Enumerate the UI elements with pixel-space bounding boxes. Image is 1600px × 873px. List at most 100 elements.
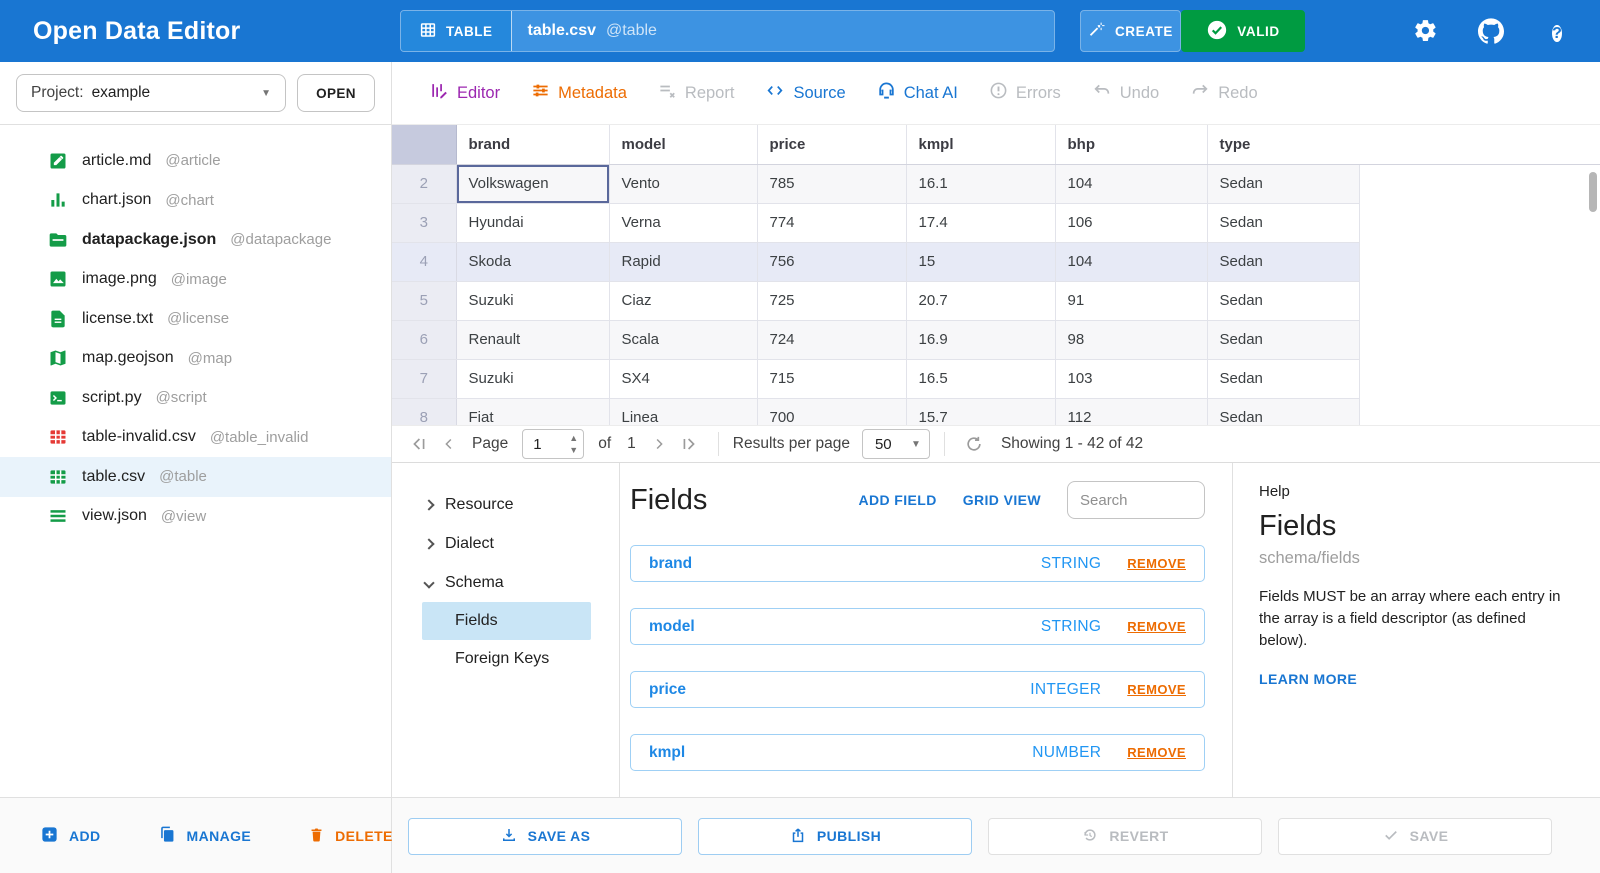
page-input-wrap: ▲▼: [522, 429, 585, 459]
remove-field-button[interactable]: REMOVE: [1127, 619, 1186, 634]
remove-field-button[interactable]: REMOVE: [1127, 556, 1186, 571]
fields-search-input[interactable]: [1067, 481, 1205, 519]
per-page-select[interactable]: 50 ▼: [861, 429, 930, 459]
tab-editor[interactable]: Editor: [430, 81, 500, 105]
table-grid-icon: [419, 21, 437, 42]
metadata-panels: Resource Dialect Schema Fields Foreign K…: [392, 463, 1600, 797]
help-body: Fields MUST be an array where each entry…: [1259, 588, 1561, 649]
learn-more-link[interactable]: LEARN MORE: [1259, 671, 1358, 688]
history-icon: [1081, 826, 1099, 847]
file-item-view[interactable]: view.json @view: [0, 497, 391, 537]
vertical-scrollbar[interactable]: [1589, 172, 1597, 212]
table-type-button[interactable]: TABLE: [401, 11, 512, 51]
selected-cell[interactable]: Volkswagen: [456, 164, 610, 204]
remove-field-button[interactable]: REMOVE: [1127, 745, 1186, 760]
open-project-button[interactable]: OPEN: [297, 74, 375, 112]
download-icon: [500, 826, 518, 847]
redo-icon: [1190, 81, 1210, 105]
tab-source[interactable]: Source: [765, 81, 846, 105]
column-header[interactable]: price: [757, 125, 907, 165]
tab-errors: Errors: [989, 81, 1061, 105]
redo-button: Redo: [1190, 81, 1258, 105]
column-header[interactable]: kmpl: [906, 125, 1056, 165]
edit-note-icon: [48, 151, 68, 171]
help-kicker: Help: [1259, 483, 1290, 500]
file-path-input[interactable]: table.csv @table: [512, 11, 657, 51]
page-input[interactable]: [523, 435, 560, 453]
column-header[interactable]: model: [609, 125, 758, 165]
save-as-button[interactable]: SAVE AS: [408, 817, 682, 855]
add-file-button[interactable]: ADD: [40, 825, 101, 847]
gear-icon[interactable]: [1412, 18, 1438, 44]
column-header[interactable]: bhp: [1055, 125, 1208, 165]
field-row-brand[interactable]: brand STRING REMOVE: [630, 545, 1205, 582]
valid-status-button[interactable]: VALID: [1181, 10, 1305, 52]
app-header: Open Data Editor TABLE table.csv @table …: [0, 0, 1600, 62]
divider: [717, 432, 719, 456]
file-item-map[interactable]: map.geojson @map: [0, 339, 391, 379]
grid-header-extension: [1359, 125, 1600, 165]
remove-field-button[interactable]: REMOVE: [1127, 682, 1186, 697]
add-field-button[interactable]: ADD FIELD: [858, 492, 937, 508]
tree-item-dialect[interactable]: Dialect: [392, 524, 619, 563]
file-item-script[interactable]: script.py @script: [0, 378, 391, 418]
project-select[interactable]: Project: example ▼: [16, 74, 286, 112]
chevron-down-icon: [423, 576, 435, 589]
file-item-table-invalid[interactable]: table-invalid.csv @table_invalid: [0, 418, 391, 458]
grid-corner-cell[interactable]: [392, 125, 457, 165]
refresh-icon[interactable]: [959, 429, 989, 459]
sliders-icon: [531, 81, 550, 105]
error-circle-icon: [989, 81, 1008, 105]
previous-page-icon[interactable]: [434, 429, 464, 459]
delete-file-button[interactable]: DELETE: [308, 825, 393, 847]
table-row: 2 Volkswagen Vento 785 16.1 104 Sedan: [392, 164, 1360, 204]
image-icon: [48, 269, 68, 289]
folder-icon: [48, 230, 68, 250]
tree-item-resource[interactable]: Resource: [392, 485, 619, 524]
tab-metadata[interactable]: Metadata: [531, 81, 627, 105]
column-header[interactable]: type: [1207, 125, 1360, 165]
add-icon: [40, 825, 59, 847]
file-item-article[interactable]: article.md @article: [0, 141, 391, 181]
create-button[interactable]: CREATE: [1080, 10, 1181, 52]
results-summary: Showing 1 - 42 of 42: [1000, 435, 1144, 452]
page-stepper[interactable]: ▲ ▼: [569, 433, 579, 455]
tree-item-foreign-keys[interactable]: Foreign Keys: [455, 650, 550, 667]
field-row-price[interactable]: price INTEGER REMOVE: [630, 671, 1205, 708]
next-page-icon[interactable]: [644, 429, 674, 459]
table-icon: [48, 467, 68, 487]
undo-icon: [1092, 81, 1112, 105]
grid-header-row: brand model price kmpl bhp type: [392, 125, 1360, 165]
project-label: Project:: [31, 84, 84, 101]
help-icon[interactable]: ?: [1552, 25, 1562, 42]
tab-chat-ai[interactable]: Chat AI: [877, 81, 958, 105]
save-button: SAVE: [1278, 817, 1552, 855]
table-icon: [48, 427, 68, 447]
publish-button[interactable]: PUBLISH: [698, 817, 972, 855]
manage-files-button[interactable]: MANAGE: [158, 825, 252, 847]
tree-item-schema[interactable]: Schema: [392, 563, 619, 602]
file-item-image[interactable]: image.png @image: [0, 260, 391, 300]
file-item-license[interactable]: license.txt @license: [0, 299, 391, 339]
column-header[interactable]: brand: [456, 125, 610, 165]
grid-view-button[interactable]: GRID VIEW: [962, 492, 1041, 508]
file-item-table[interactable]: table.csv @table: [0, 457, 391, 497]
per-page-label: Results per page: [732, 435, 850, 452]
last-page-icon[interactable]: [674, 429, 704, 459]
document-icon: [48, 309, 68, 329]
first-page-icon[interactable]: [404, 429, 434, 459]
total-pages: 1: [627, 435, 636, 452]
field-row-model[interactable]: model STRING REMOVE: [630, 608, 1205, 645]
playlist-check-icon: [658, 81, 677, 105]
fields-panel-title: Fields: [630, 483, 708, 516]
check-icon: [1382, 826, 1400, 847]
revert-button: REVERT: [988, 817, 1262, 855]
app-title: Open Data Editor: [33, 16, 241, 45]
field-row-kmpl[interactable]: kmpl NUMBER REMOVE: [630, 734, 1205, 771]
magic-wand-icon: [1088, 21, 1106, 42]
tree-item-fields[interactable]: Fields: [422, 602, 591, 640]
file-item-chart[interactable]: chart.json @chart: [0, 181, 391, 221]
file-item-datapackage[interactable]: datapackage.json @datapackage: [0, 220, 391, 260]
github-icon[interactable]: [1478, 18, 1504, 44]
